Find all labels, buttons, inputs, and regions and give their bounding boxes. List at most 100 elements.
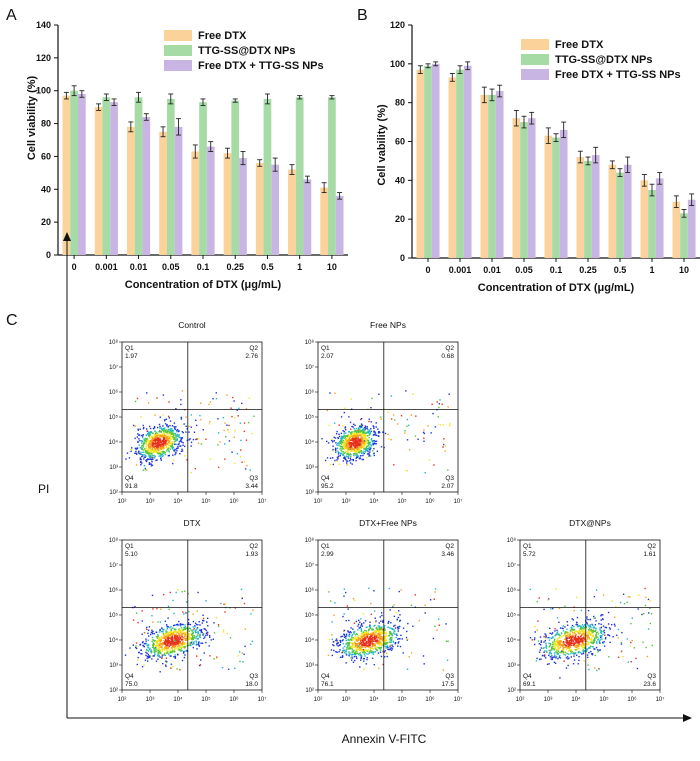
flow-dot: [241, 462, 242, 463]
flow-dot: [387, 434, 388, 435]
legend-swatch: [521, 69, 549, 80]
x-tick-label: 0.001: [449, 265, 472, 275]
flow-dot: [353, 645, 354, 646]
flow-dot: [361, 649, 362, 650]
flow-dot: [196, 425, 197, 426]
flow-dot: [138, 652, 139, 653]
flow-dot: [173, 426, 174, 427]
flow-dot: [344, 449, 345, 450]
flow-dot: [206, 621, 207, 622]
flow-dot: [194, 631, 195, 632]
flow-dot: [595, 620, 596, 621]
flow-dot: [391, 628, 392, 629]
flow-dot: [148, 402, 149, 403]
flow-dot: [353, 424, 354, 425]
flow-dot: [149, 648, 150, 649]
flow-x-tick-label: 10⁵: [201, 696, 211, 703]
flow-dot: [554, 648, 555, 649]
flow-dot: [545, 657, 546, 658]
bar-chart-b-y-label: Cell vability (%): [376, 104, 388, 186]
flow-dot: [166, 424, 167, 425]
flow-dot: [148, 650, 149, 651]
flow-dot: [611, 624, 612, 625]
flow-dot: [168, 429, 169, 430]
flow-dot: [341, 441, 342, 442]
flow-dot: [175, 592, 176, 593]
flow-dot: [130, 451, 131, 452]
flow-dot: [356, 650, 357, 651]
flow-dot: [399, 620, 400, 621]
flow-dot: [380, 621, 381, 622]
flow-dot: [174, 634, 175, 635]
quadrant-label: Q1: [321, 543, 330, 550]
flow-dot: [604, 632, 605, 633]
flow-dot: [391, 418, 392, 419]
flow-dot: [180, 647, 181, 648]
flow-dot: [166, 631, 167, 632]
flow-dot: [572, 625, 573, 626]
flow-dot: [160, 621, 161, 622]
flow-dot: [347, 435, 348, 436]
flow-dot: [574, 638, 575, 639]
flow-dot: [549, 653, 550, 654]
flow-dot: [164, 650, 165, 651]
flow-dot: [174, 630, 175, 631]
flow-dot: [145, 457, 146, 458]
flow-dot: [386, 633, 387, 634]
quadrant-value: 95.2: [321, 483, 334, 490]
flow-dot: [339, 436, 340, 437]
flow-dot: [582, 626, 583, 627]
flow-dot: [193, 621, 194, 622]
flow-dot: [233, 400, 234, 401]
flow-dot: [152, 450, 153, 451]
flow-dot: [356, 639, 357, 640]
flow-dot: [157, 652, 158, 653]
flow-dot: [367, 426, 368, 427]
flow-dot: [409, 656, 410, 657]
flow-dot: [232, 397, 233, 398]
flow-dot: [594, 667, 595, 668]
flow-dot: [407, 669, 408, 670]
flow-dot: [152, 622, 153, 623]
flow-dot: [185, 416, 186, 417]
flow-dot: [210, 401, 211, 402]
flow-dot: [205, 439, 206, 440]
flow-dot: [246, 439, 247, 440]
flow-dot: [360, 427, 361, 428]
flow-dot: [354, 448, 355, 449]
flow-dot: [351, 448, 352, 449]
x-tick-label: 0.25: [226, 262, 244, 272]
flow-dot: [347, 460, 348, 461]
flow-dot: [397, 638, 398, 639]
flow-dot: [354, 623, 355, 624]
flow-dot: [192, 632, 193, 633]
flow-dot: [624, 603, 625, 604]
flow-dot: [411, 652, 412, 653]
flow-dot: [594, 596, 595, 597]
flow-dot: [368, 437, 369, 438]
flow-dot: [402, 652, 403, 653]
flow-dot: [219, 441, 220, 442]
bar: [496, 91, 504, 258]
flow-dot: [161, 459, 162, 460]
flow-dot: [583, 637, 584, 638]
flow-dot: [127, 452, 128, 453]
flow-dot: [151, 458, 152, 459]
flow-dot: [250, 613, 251, 614]
flow-dot: [159, 643, 160, 644]
flow-dot: [144, 633, 145, 634]
flow-dot: [192, 613, 193, 614]
flow-dot: [141, 610, 142, 611]
flow-dot: [392, 646, 393, 647]
flow-dot: [378, 436, 379, 437]
flow-dot: [159, 631, 160, 632]
legend-swatch: [164, 45, 192, 56]
flow-dot: [559, 655, 560, 656]
flow-dot: [161, 449, 162, 450]
flow-dot: [592, 646, 593, 647]
flow-dot: [590, 646, 591, 647]
flow-dot: [390, 622, 391, 623]
x-tick-label: 0.01: [483, 265, 501, 275]
flow-dot: [371, 398, 372, 399]
flow-dot: [216, 398, 217, 399]
